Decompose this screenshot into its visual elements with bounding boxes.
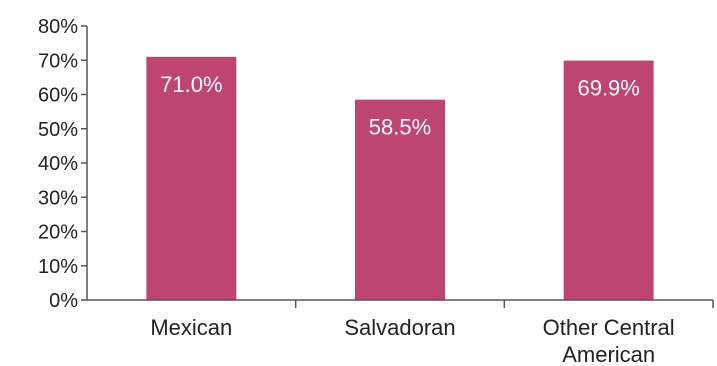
y-tick-label: 70% — [38, 50, 78, 72]
x-axis-ticks — [294, 300, 714, 308]
x-category-label: Other Central — [543, 315, 675, 340]
y-tick-label: 60% — [38, 85, 78, 107]
data-labels: 71.0% 58.5% 69.9% — [160, 72, 640, 140]
y-tick-label: 20% — [38, 222, 78, 244]
y-tick-label: 10% — [38, 256, 78, 278]
y-axis-ticks: 0% 10% 20% 30% 40% 50% 60% 70% 80% — [38, 16, 87, 312]
y-tick-label: 40% — [38, 153, 78, 175]
x-category-label: Salvadoran — [344, 315, 455, 340]
bar — [563, 60, 654, 300]
y-tick-label: 0% — [49, 290, 78, 312]
y-tick-label: 30% — [38, 187, 78, 209]
bar — [355, 99, 445, 300]
y-tick-label: 80% — [38, 16, 78, 38]
bar — [146, 56, 237, 301]
bar-value-label: 58.5% — [369, 115, 431, 140]
x-category-label: Mexican — [150, 315, 232, 340]
bars — [146, 56, 654, 301]
y-tick-label: 50% — [38, 119, 78, 141]
bar-value-label: 71.0% — [160, 72, 222, 97]
bar-value-label: 69.9% — [577, 76, 639, 101]
x-category-label: American — [562, 342, 655, 366]
